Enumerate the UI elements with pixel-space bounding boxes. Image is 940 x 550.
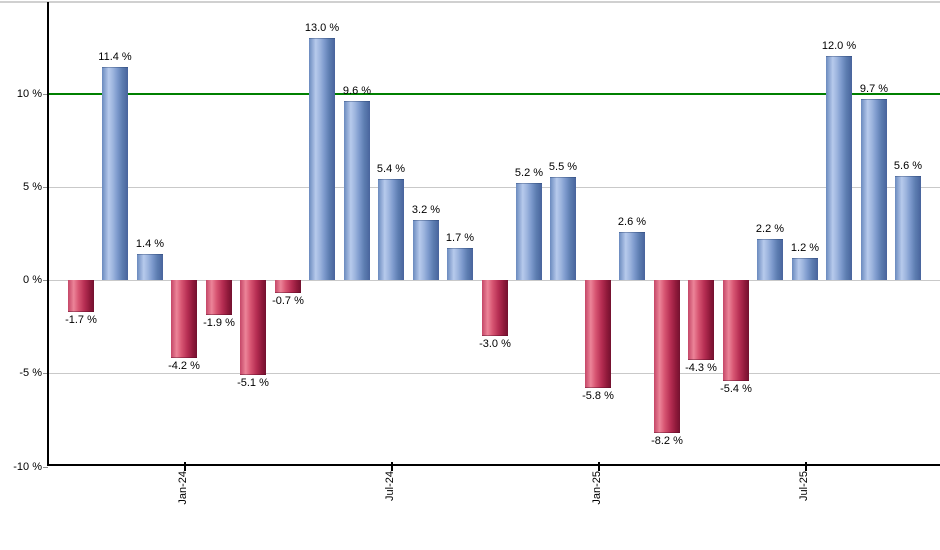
bar-value-label: 11.4 % (98, 51, 132, 63)
bar-value-label: -5.4 % (720, 383, 752, 395)
x-tick-label: Jul-25 (798, 471, 810, 501)
bar-value-label: 12.0 % (821, 40, 857, 52)
bar-value-label: 2.6 % (617, 216, 647, 228)
bar (309, 38, 335, 280)
bar-value-label: -0.7 % (272, 295, 304, 307)
bar-value-label: -3.0 % (479, 338, 511, 350)
bar-value-label: -5.8 % (582, 390, 614, 402)
bar-value-label: 3.2 % (411, 204, 441, 216)
y-tick-mark (43, 373, 48, 374)
y-tick-label: 5 % (23, 181, 42, 193)
y-tick-label: 0 % (23, 274, 42, 286)
bar-value-label: -1.9 % (203, 317, 235, 329)
bar-value-label: 1.7 % (445, 232, 475, 244)
bar (240, 280, 266, 375)
bar (275, 280, 301, 293)
x-tick-mark (391, 462, 393, 471)
y-tick-label: -10 % (13, 461, 42, 473)
bar-value-label: 5.5 % (548, 161, 578, 173)
bar (895, 176, 921, 280)
bar-value-label: 5.4 % (376, 163, 406, 175)
x-tick-mark (598, 462, 600, 471)
plot-top-border (0, 1, 940, 3)
bar (102, 67, 128, 280)
bar-value-label: 5.2 % (514, 167, 544, 179)
bar (68, 280, 94, 312)
bar-value-label: 9.6 % (342, 85, 372, 97)
bar-value-label: 9.7 % (859, 83, 889, 95)
reference-line (48, 93, 940, 95)
bar (206, 280, 232, 315)
bar (550, 177, 576, 280)
gridline (48, 373, 940, 374)
y-tick-mark (43, 94, 48, 95)
y-tick-label: -5 % (19, 367, 42, 379)
y-tick-label: 10 % (16, 88, 42, 100)
bar (619, 232, 645, 280)
bar (792, 258, 818, 280)
bar-value-label: -4.2 % (168, 360, 200, 372)
bar (378, 179, 404, 280)
x-tick-label: Jan-25 (591, 471, 603, 505)
bar (861, 99, 887, 280)
bar (413, 220, 439, 280)
y-tick-mark (43, 187, 48, 188)
x-tick-mark (805, 462, 807, 471)
bar-value-label: 2.2 % (755, 223, 785, 235)
bar (585, 280, 611, 388)
bar-value-label: 13.0 % (304, 22, 340, 34)
x-tick-label: Jan-24 (177, 471, 189, 505)
bar-value-label: 1.4 % (135, 238, 165, 250)
x-tick-mark (184, 462, 186, 471)
bar (757, 239, 783, 280)
x-tick-label: Jul-24 (384, 471, 396, 501)
bar (344, 101, 370, 280)
y-tick-mark (43, 280, 48, 281)
y-axis-line (47, 2, 49, 466)
x-axis-line (47, 464, 940, 466)
bar-value-label: -5.1 % (237, 377, 269, 389)
bar-value-label: 1.2 % (790, 242, 820, 254)
bar (171, 280, 197, 358)
bar-value-label: -4.3 % (685, 362, 717, 374)
bar (723, 280, 749, 381)
bar (447, 248, 473, 280)
bar (826, 56, 852, 280)
bar (688, 280, 714, 360)
bar (654, 280, 680, 433)
bar-value-label: 5.6 % (893, 160, 923, 172)
bar (482, 280, 508, 336)
bar-value-label: -8.2 % (651, 435, 683, 447)
bar-value-label: -1.7 % (65, 314, 97, 326)
bar (137, 254, 163, 280)
bar (516, 183, 542, 280)
gridline (48, 187, 940, 188)
y-tick-mark (43, 467, 48, 468)
